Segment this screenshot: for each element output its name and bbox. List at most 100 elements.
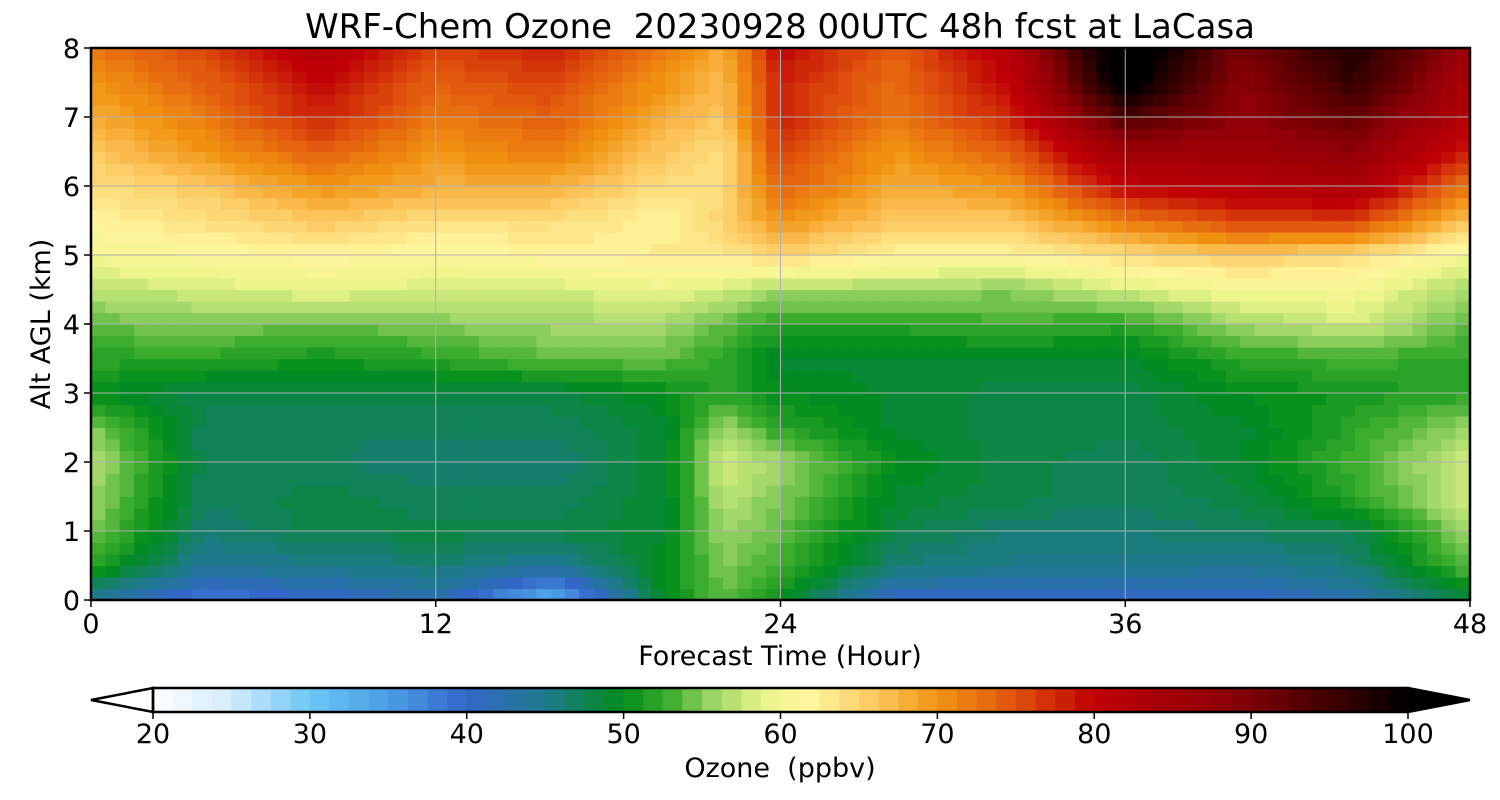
heatmap-cell xyxy=(1053,266,1069,279)
heatmap-cell xyxy=(249,577,264,590)
heatmap-cell xyxy=(1039,197,1055,210)
heatmap-cell xyxy=(478,174,494,187)
heatmap-cell xyxy=(134,186,150,199)
heatmap-cell xyxy=(608,94,624,107)
heatmap-cell xyxy=(134,427,150,440)
heatmap-cell xyxy=(924,128,940,141)
heatmap-cell xyxy=(306,48,322,61)
heatmap-cell xyxy=(565,565,580,578)
heatmap-cell xyxy=(852,82,868,95)
heatmap-cell xyxy=(105,128,121,141)
heatmap-cell xyxy=(435,312,451,325)
heatmap-cell xyxy=(809,197,825,210)
heatmap-cell xyxy=(1024,404,1040,417)
heatmap-cell xyxy=(967,473,983,486)
heatmap-cell xyxy=(1441,209,1457,222)
heatmap-cell xyxy=(823,289,839,302)
heatmap-cell xyxy=(1283,485,1299,498)
heatmap-cell xyxy=(622,519,638,532)
heatmap-cell xyxy=(1082,450,1098,463)
heatmap-cell xyxy=(263,128,279,141)
heatmap-cell xyxy=(1383,519,1399,532)
heatmap-cell xyxy=(766,117,782,130)
heatmap-cell xyxy=(622,542,638,555)
heatmap-cell xyxy=(866,289,882,302)
heatmap-cell xyxy=(421,255,437,268)
heatmap-cell xyxy=(1326,105,1342,118)
heatmap-cell xyxy=(1182,554,1198,567)
heatmap-cell xyxy=(1311,82,1327,95)
heatmap-cell xyxy=(1441,335,1457,348)
heatmap-cell xyxy=(1412,48,1428,61)
heatmap-cell xyxy=(1283,59,1299,72)
heatmap-cell xyxy=(995,59,1011,72)
heatmap-cell xyxy=(809,117,825,130)
heatmap-cell xyxy=(91,439,106,452)
heatmap-cell xyxy=(507,347,523,360)
heatmap-cell xyxy=(866,393,882,406)
heatmap-cell xyxy=(435,232,451,245)
heatmap-cell xyxy=(507,197,523,210)
heatmap-cell xyxy=(924,508,940,521)
heatmap-cell xyxy=(464,450,480,463)
heatmap-cell xyxy=(421,59,437,72)
heatmap-cell xyxy=(464,324,480,337)
heatmap-cell xyxy=(1010,565,1026,578)
heatmap-cell xyxy=(1326,117,1342,130)
heatmap-cell xyxy=(249,266,264,279)
heatmap-cell xyxy=(608,496,624,509)
heatmap-cell xyxy=(952,358,968,371)
heatmap-cell xyxy=(1441,393,1457,406)
heatmap-cell xyxy=(91,393,106,406)
heatmap-cell xyxy=(1153,117,1169,130)
heatmap-cell xyxy=(220,347,236,360)
heatmap-cell xyxy=(249,542,264,555)
heatmap-cell xyxy=(1153,496,1169,509)
heatmap-cell xyxy=(1024,105,1040,118)
heatmap-cell xyxy=(1039,82,1055,95)
heatmap-cell xyxy=(378,554,394,567)
heatmap-cell xyxy=(708,588,724,601)
heatmap-cell xyxy=(162,163,178,176)
heatmap-cell xyxy=(536,312,552,325)
heatmap-cell xyxy=(1283,370,1299,383)
heatmap-cell xyxy=(1455,485,1471,498)
heatmap-cell xyxy=(881,531,897,544)
heatmap-cell xyxy=(234,266,250,279)
colorbar-segment xyxy=(1211,688,1233,712)
heatmap-cell xyxy=(766,301,782,314)
heatmap-cell xyxy=(1096,404,1112,417)
heatmap-cell xyxy=(320,324,336,337)
heatmap-cell xyxy=(837,588,853,601)
heatmap-cell xyxy=(1039,416,1055,429)
heatmap-cell xyxy=(493,243,509,256)
heatmap-cell xyxy=(249,105,264,118)
heatmap-cell xyxy=(1441,289,1457,302)
heatmap-cell xyxy=(1326,450,1342,463)
heatmap-cell xyxy=(895,473,911,486)
heatmap-cell xyxy=(1326,255,1342,268)
heatmap-cell xyxy=(162,243,178,256)
heatmap-cell xyxy=(1311,289,1327,302)
heatmap-cell xyxy=(1197,531,1213,544)
heatmap-cell xyxy=(1139,324,1155,337)
heatmap-cell xyxy=(1153,94,1169,107)
heatmap-cell xyxy=(1283,140,1299,153)
heatmap-cell xyxy=(1197,335,1213,348)
heatmap-cell xyxy=(579,312,595,325)
heatmap-cell xyxy=(450,427,466,440)
heatmap-cell xyxy=(852,48,868,61)
heatmap-cell xyxy=(507,554,523,567)
heatmap-cell xyxy=(392,312,408,325)
heatmap-cell xyxy=(1225,209,1241,222)
heatmap-cell xyxy=(593,266,609,279)
heatmap-cell xyxy=(148,117,164,130)
heatmap-cell xyxy=(636,439,652,452)
heatmap-cells xyxy=(91,48,1471,601)
heatmap-cell xyxy=(363,82,379,95)
heatmap-cell xyxy=(220,508,236,521)
heatmap-cell xyxy=(1355,128,1371,141)
heatmap-cell xyxy=(234,473,250,486)
heatmap-cell xyxy=(967,174,983,187)
heatmap-cell xyxy=(550,174,566,187)
